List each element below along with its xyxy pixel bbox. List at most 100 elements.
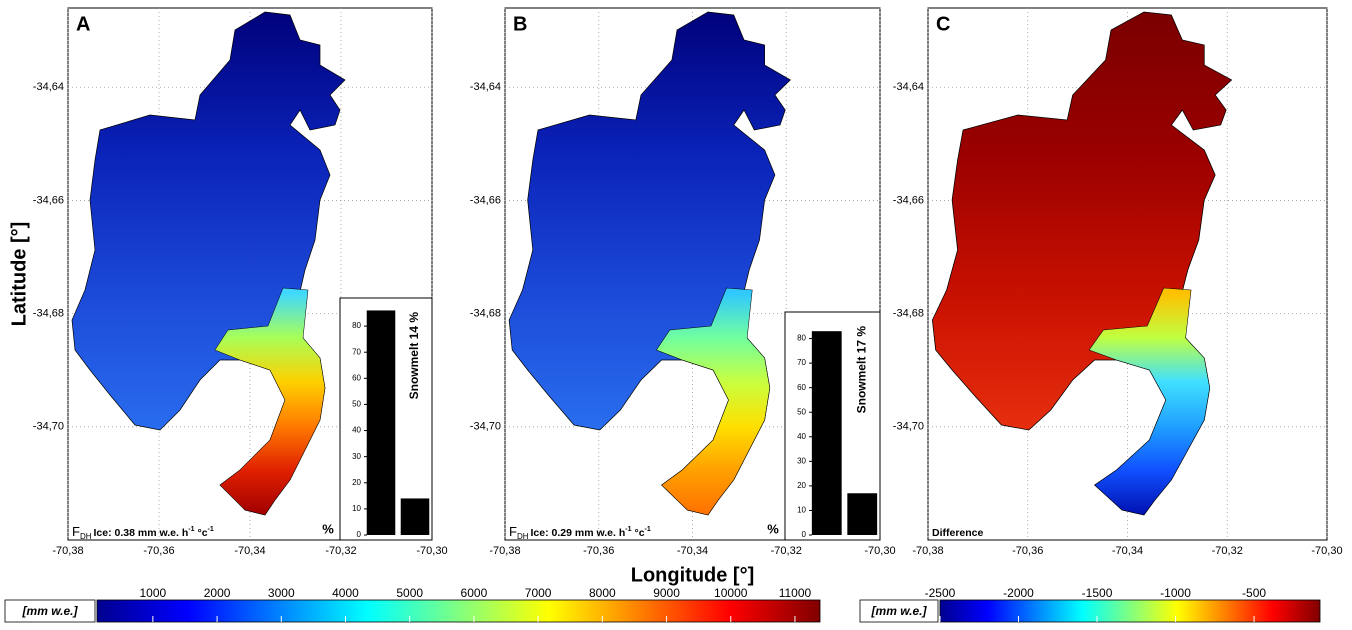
x-tick-label: -70,30 [416, 545, 447, 557]
annotation-part: Ice: 0.29 mm w.e. h [531, 527, 626, 539]
y-tick-label: -34,66 [33, 194, 64, 206]
annotation-part: DH [80, 532, 92, 541]
colorbar-tick-label: 5000 [396, 586, 423, 600]
colorbar-tick-label: 7000 [525, 586, 552, 600]
annotation-part: Difference [932, 527, 984, 539]
panel-letter: B [513, 13, 527, 35]
y-axis-label: Latitude [°] [8, 222, 30, 327]
y-tick-label: 50 [352, 400, 361, 409]
annotation-part: F [509, 524, 517, 539]
colorbar-tick-label: -1500 [1082, 586, 1113, 600]
y-tick-label: 20 [797, 481, 806, 490]
annotation-part: °c [635, 527, 645, 539]
annotation-part: DH [517, 532, 529, 541]
colorbar-label: [mm w.e.] [871, 604, 928, 618]
colorbar-label: [mm w.e.] [22, 604, 79, 618]
y-tick-label: -34,66 [470, 194, 501, 206]
y-tick-label: 30 [797, 456, 806, 465]
colorbar-tick-label: -2500 [925, 586, 956, 600]
panel-letter: A [76, 13, 90, 35]
x-tick-label: -70,38 [52, 545, 83, 557]
colorbar-tick-label: -500 [1242, 586, 1266, 600]
x-tick-label: -70,34 [1112, 545, 1143, 557]
y-tick-label: 60 [352, 373, 361, 382]
panel-letter: C [936, 13, 950, 35]
colorbar-tick-label: -1000 [1160, 586, 1191, 600]
bar [811, 331, 842, 535]
annotation-part: F [72, 524, 80, 539]
colorbar-tick-label: 1000 [140, 586, 167, 600]
y-tick-label: -34,68 [33, 308, 64, 320]
annotation-part: -1 [625, 526, 631, 533]
y-tick-label: -34,70 [33, 421, 64, 433]
x-tick-label: -70,38 [912, 545, 943, 557]
y-tick-label: -34,70 [470, 421, 501, 433]
annotation: FDH Ice: 0.38 mm w.e. h-1 °c-1 [72, 524, 214, 541]
y-tick-label: 80 [352, 321, 361, 330]
x-tick-label: -70,38 [489, 545, 520, 557]
x-tick-label: -70,36 [583, 545, 614, 557]
y-tick-label: 10 [797, 506, 806, 515]
x-tick-label: -70,32 [771, 545, 802, 557]
y-axis-label: % [767, 521, 779, 536]
colorbar [939, 599, 1321, 623]
colorbar-tick-label: 9000 [653, 586, 680, 600]
y-tick-label: -34,64 [893, 81, 924, 93]
bar-label: Snowmelt 14 % [407, 312, 421, 400]
annotation-part: -1 [208, 526, 214, 533]
annotation: FDH Ice: 0.29 mm w.e. h-1 °c-1 [509, 524, 651, 541]
y-tick-label: 40 [797, 432, 806, 441]
label-box [859, 599, 939, 623]
bar-label: Icemelt 86 % [373, 316, 387, 388]
bar [400, 498, 430, 535]
annotation-part: -1 [188, 526, 194, 533]
colorbar-tick-label: 3000 [268, 586, 295, 600]
label-box [4, 599, 96, 623]
y-tick-label: -34,64 [33, 81, 64, 93]
annotation-part: °c [198, 527, 208, 539]
x-tick-label: -70,36 [143, 545, 174, 557]
y-tick-label: -34,68 [893, 308, 924, 320]
x-tick-label: -70,34 [234, 545, 265, 557]
y-tick-label: 0 [357, 530, 362, 539]
colorbar [96, 599, 821, 623]
y-tick-label: 40 [352, 426, 361, 435]
bar-label: Icemelt 83 % [819, 337, 833, 409]
x-tick-label: -70,34 [677, 545, 708, 557]
y-tick-label: 60 [797, 383, 806, 392]
colorbar-tick-label: -2000 [1003, 586, 1034, 600]
annotation: Difference [932, 527, 984, 539]
y-tick-label: 70 [797, 358, 806, 367]
x-tick-label: -70,30 [864, 545, 895, 557]
y-axis-label: % [322, 521, 334, 536]
y-tick-label: 80 [797, 334, 806, 343]
x-tick-label: -70,30 [1311, 545, 1342, 557]
annotation-part: -1 [645, 526, 651, 533]
colorbar-tick-label: 8000 [589, 586, 616, 600]
y-tick-label: -34,66 [893, 194, 924, 206]
y-tick-label: -34,68 [470, 308, 501, 320]
y-tick-label: -34,70 [893, 421, 924, 433]
y-tick-label: 10 [352, 504, 361, 513]
colorbar-tick-label: 10000 [714, 586, 748, 600]
x-tick-label: -70,36 [1012, 545, 1043, 557]
colorbar-tick-label: 6000 [461, 586, 488, 600]
y-tick-label: 20 [352, 478, 361, 487]
colorbar-tick-label: 4000 [332, 586, 359, 600]
bar [847, 493, 878, 535]
x-axis-label: Longitude [°] [631, 564, 755, 586]
y-tick-label: 30 [352, 452, 361, 461]
bar [366, 310, 396, 535]
y-tick-label: -34,64 [470, 81, 501, 93]
annotation-part: Ice: 0.38 mm w.e. h [94, 527, 189, 539]
bar-label: Snowmelt 17 % [854, 326, 868, 414]
y-tick-label: 0 [802, 530, 807, 539]
colorbar-tick-label: 11000 [779, 586, 812, 600]
colorbar-tick-label: 2000 [204, 586, 231, 600]
y-tick-label: 50 [797, 407, 806, 416]
x-tick-label: -70,32 [1212, 545, 1243, 557]
y-tick-label: 70 [352, 347, 361, 356]
x-tick-label: -70,32 [325, 545, 356, 557]
